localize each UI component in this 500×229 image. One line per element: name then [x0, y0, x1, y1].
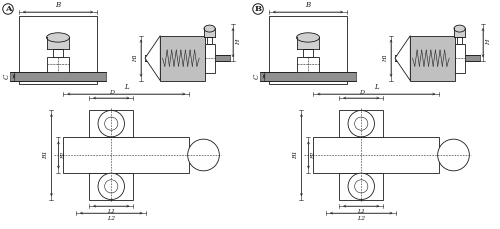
Bar — [89, 173, 134, 200]
Bar — [64, 137, 189, 173]
Bar — [204, 28, 215, 37]
Circle shape — [98, 173, 124, 199]
Bar — [89, 110, 134, 137]
Bar — [160, 36, 204, 81]
Bar — [46, 37, 70, 49]
Text: L2: L2 — [357, 216, 366, 221]
Text: C: C — [253, 74, 261, 79]
Circle shape — [354, 180, 368, 193]
Text: B: B — [254, 5, 262, 13]
Polygon shape — [145, 36, 160, 81]
Bar — [296, 37, 320, 49]
Circle shape — [188, 139, 220, 171]
Circle shape — [104, 180, 118, 193]
Circle shape — [98, 110, 124, 137]
Ellipse shape — [204, 25, 215, 32]
Text: H: H — [486, 40, 491, 45]
Text: H1: H1 — [383, 54, 388, 62]
Bar — [19, 16, 97, 84]
Text: B: B — [306, 1, 310, 9]
Circle shape — [438, 139, 470, 171]
Bar — [457, 37, 462, 44]
Circle shape — [354, 117, 368, 130]
Text: B1: B1 — [44, 151, 49, 159]
Ellipse shape — [454, 25, 465, 32]
Bar — [297, 57, 319, 72]
Bar — [260, 72, 356, 81]
Bar — [204, 44, 214, 73]
Ellipse shape — [296, 33, 320, 42]
Text: H1: H1 — [133, 54, 138, 62]
Text: D: D — [109, 90, 114, 95]
Bar — [339, 173, 384, 200]
Text: C: C — [3, 74, 11, 79]
Circle shape — [348, 173, 374, 199]
Text: L1: L1 — [107, 209, 116, 214]
Bar — [302, 49, 314, 57]
Text: B: B — [56, 1, 60, 9]
Ellipse shape — [46, 33, 70, 42]
Bar — [395, 55, 480, 61]
Text: L: L — [374, 83, 378, 91]
Text: B2: B2 — [62, 151, 66, 159]
Text: L2: L2 — [107, 216, 116, 221]
Bar — [145, 55, 230, 61]
Circle shape — [104, 117, 118, 130]
Text: B2: B2 — [312, 151, 316, 159]
Bar — [454, 28, 465, 37]
Polygon shape — [395, 36, 410, 81]
Text: B1: B1 — [294, 151, 298, 159]
Bar — [10, 72, 106, 81]
Bar — [454, 44, 464, 73]
Bar — [339, 110, 384, 137]
Bar — [269, 16, 347, 84]
Text: D: D — [359, 90, 364, 95]
Bar — [47, 57, 69, 72]
Bar — [207, 37, 212, 44]
Text: L1: L1 — [357, 209, 366, 214]
Bar — [410, 36, 455, 81]
Circle shape — [348, 110, 374, 137]
Text: A: A — [5, 5, 11, 13]
Text: L: L — [124, 83, 128, 91]
Text: H: H — [236, 40, 241, 45]
Bar — [52, 49, 64, 57]
Bar — [314, 137, 439, 173]
